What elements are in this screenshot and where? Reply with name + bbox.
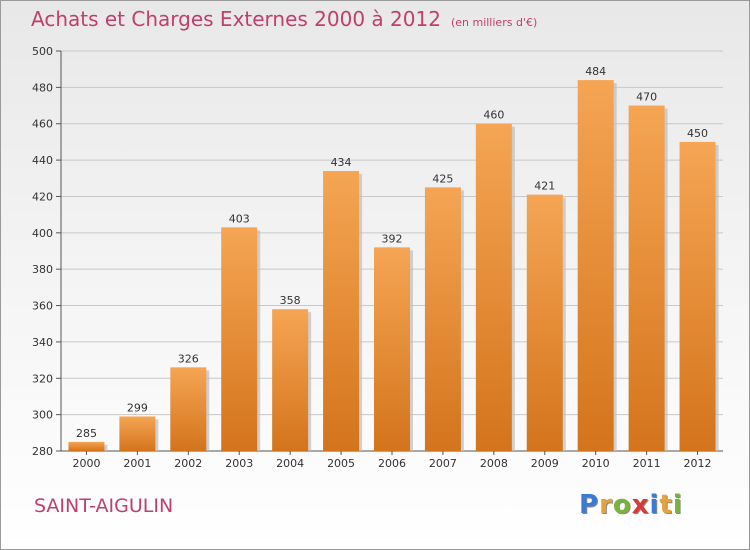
- x-tick-label: 2001: [123, 457, 151, 470]
- y-tick-label: 300: [32, 409, 53, 422]
- x-tick-label: 2003: [225, 457, 253, 470]
- logo-letter: t: [659, 490, 673, 520]
- x-tick-label: 2002: [174, 457, 202, 470]
- bar-2000: [68, 441, 105, 451]
- y-tick-label: 380: [32, 263, 53, 276]
- logo-letter: P: [579, 490, 600, 520]
- y-tick-label: 480: [32, 81, 53, 94]
- value-label: 470: [636, 91, 657, 104]
- value-label: 460: [483, 109, 504, 122]
- bar-2006: [374, 247, 410, 451]
- logo-letter: o: [612, 490, 632, 520]
- x-tick-label: 2006: [378, 457, 406, 470]
- y-tick-label: 500: [32, 45, 53, 58]
- value-label: 450: [687, 127, 708, 140]
- bar-2005: [323, 171, 360, 451]
- x-tick-label: 2000: [72, 457, 100, 470]
- value-label: 392: [382, 232, 403, 245]
- chart-title-text: Achats et Charges Externes 2000 à 2012: [31, 7, 441, 31]
- bar-2010: [577, 80, 614, 451]
- y-tick-label: 340: [32, 336, 53, 349]
- value-label: 285: [76, 427, 97, 440]
- bar-2004: [272, 309, 309, 451]
- bar-2003: [221, 227, 258, 451]
- bar-2001: [119, 416, 156, 451]
- x-tick-label: 2009: [531, 457, 559, 470]
- value-label: 425: [432, 172, 453, 185]
- y-tick-label: 460: [32, 118, 53, 131]
- bars: [68, 80, 719, 452]
- x-tick-label: 2012: [684, 457, 712, 470]
- bar-2011: [628, 105, 665, 451]
- x-tick-label: 2004: [276, 457, 304, 470]
- value-label: 484: [585, 65, 606, 78]
- logo-letter: x: [631, 490, 650, 520]
- value-label: 358: [280, 294, 301, 307]
- value-label: 434: [331, 156, 352, 169]
- chart-subtitle: (en milliers d'€): [450, 16, 538, 29]
- x-tick-label: 2011: [633, 457, 661, 470]
- y-tick-label: 360: [32, 300, 53, 313]
- bar-2002: [170, 367, 207, 451]
- value-label: 326: [178, 352, 199, 365]
- value-label: 421: [534, 180, 555, 193]
- bar-2007: [424, 187, 461, 451]
- value-label: 403: [229, 212, 250, 225]
- x-tick-label: 2010: [582, 457, 610, 470]
- bar-2012: [679, 141, 716, 451]
- y-tick-label: 320: [32, 372, 53, 385]
- logo-letter: r: [599, 490, 613, 520]
- labels: 280 300 320 340 360 380 400 420 440 460 480 500 285 2…: [32, 45, 712, 470]
- x-tick-label: 2005: [327, 457, 355, 470]
- y-tick-label: 400: [32, 227, 53, 240]
- x-tick-label: 2008: [480, 457, 508, 470]
- proxiti-logo: Proxiti: [579, 490, 683, 520]
- place-name: SAINT-AIGULIN: [34, 495, 174, 517]
- y-tick-label: 280: [32, 445, 53, 458]
- y-tick-label: 440: [32, 154, 53, 167]
- chart-title: Achats et Charges Externes 2000 à 2012 (e…: [31, 7, 537, 31]
- y-tick-label: 420: [32, 190, 53, 203]
- bar-2008: [475, 123, 512, 452]
- logo-letter: i: [672, 490, 683, 520]
- logo-letter: i: [649, 490, 660, 520]
- x-tick-label: 2007: [429, 457, 457, 470]
- value-label: 299: [127, 401, 148, 414]
- bar-2009: [526, 194, 563, 452]
